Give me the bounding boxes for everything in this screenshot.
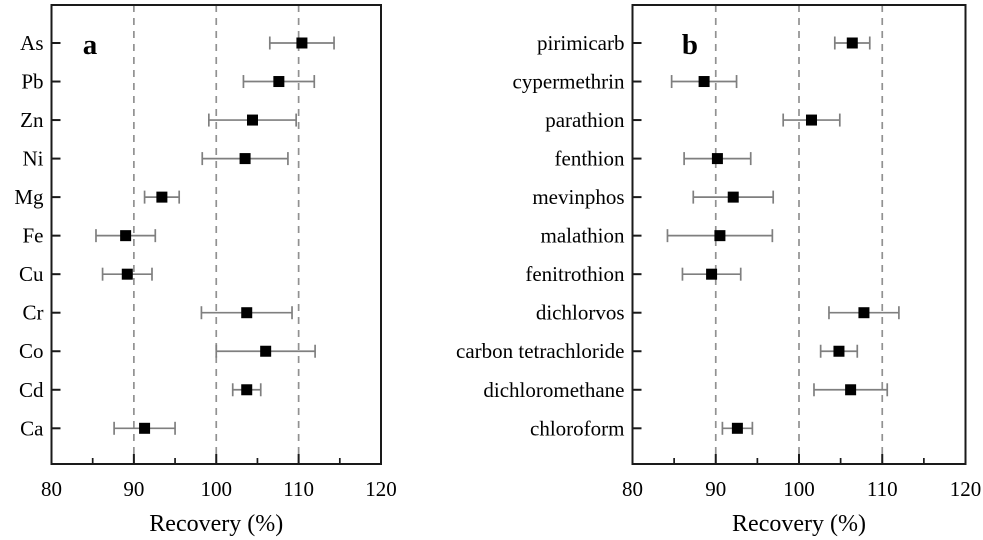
category-label-cypermethrin: cypermethrin: [513, 70, 625, 94]
marker-cypermethrin: [698, 76, 710, 88]
marker-dichloromethane: [845, 384, 857, 396]
panel-b: 80 90 100 110 120 Recovery (%) b pirimicarb cype…: [456, 4, 982, 537]
marker-cu: [121, 268, 133, 280]
marker-as: [296, 37, 308, 49]
marker-chloroform: [731, 422, 743, 434]
category-label-cd: Cd: [19, 378, 44, 402]
category-label-dichloromethane: dichloromethane: [483, 378, 624, 402]
category-label-as: As: [20, 31, 43, 55]
x-axis-label: Recovery (%): [732, 511, 866, 537]
marker-cr: [241, 307, 253, 319]
marker-mg: [156, 191, 168, 203]
x-tick-label-80: 80: [41, 477, 62, 501]
category-label-cu: Cu: [19, 262, 44, 286]
x-tick-label-120: 120: [365, 477, 397, 501]
x-tick-label-110: 110: [867, 477, 898, 501]
marker-pirimicarb: [846, 37, 858, 49]
marker-mevinphos: [727, 191, 739, 203]
marker-ca: [139, 422, 151, 434]
marker-fenthion: [711, 153, 723, 165]
category-label-mg: Mg: [14, 185, 44, 209]
category-label-co: Co: [19, 339, 44, 363]
category-label-cr: Cr: [23, 301, 44, 325]
marker-dichlorvos: [858, 307, 870, 319]
marker-parathion: [805, 114, 817, 126]
marker-malathion: [714, 230, 726, 242]
panel-letter-b: b: [682, 29, 698, 61]
category-label-carbon-tetrachloride: carbon tetrachloride: [456, 339, 625, 363]
x-tick-label-100: 100: [201, 477, 233, 501]
marker-cd: [241, 384, 253, 396]
panel-a: 80 90 100 110 120 Recovery (%) a As Pb Zn Ni Mg Fe Cu…: [14, 4, 397, 537]
marker-pb: [273, 76, 285, 88]
category-label-pb: Pb: [21, 70, 43, 94]
x-tick-label-110: 110: [283, 477, 314, 501]
x-tick-label-80: 80: [622, 477, 643, 501]
category-label-malathion: malathion: [541, 224, 625, 248]
category-label-chloroform: chloroform: [530, 416, 624, 440]
category-label-mevinphos: mevinphos: [532, 185, 624, 209]
category-label-zn: Zn: [20, 108, 44, 132]
category-label-fenthion: fenthion: [555, 147, 625, 171]
x-tick-label-120: 120: [950, 477, 982, 501]
category-label-fe: Fe: [23, 224, 44, 248]
marker-carbon-tetrachloride: [833, 345, 845, 357]
category-label-ni: Ni: [23, 147, 44, 171]
marker-co: [260, 345, 272, 357]
x-tick-label-100: 100: [783, 477, 815, 501]
category-label-dichlorvos: dichlorvos: [536, 301, 625, 325]
x-tick-label-90: 90: [123, 477, 144, 501]
marker-fenitrothion: [706, 268, 718, 280]
category-label-pirimicarb: pirimicarb: [537, 31, 624, 55]
category-label-ca: Ca: [20, 416, 44, 440]
marker-zn: [246, 114, 258, 126]
x-axis-label: Recovery (%): [149, 511, 283, 537]
category-label-parathion: parathion: [545, 108, 625, 132]
x-tick-label-90: 90: [705, 477, 726, 501]
marker-fe: [120, 230, 132, 242]
marker-ni: [239, 153, 251, 165]
category-label-fenitrothion: fenitrothion: [525, 262, 625, 286]
panel-letter-a: a: [83, 29, 98, 61]
